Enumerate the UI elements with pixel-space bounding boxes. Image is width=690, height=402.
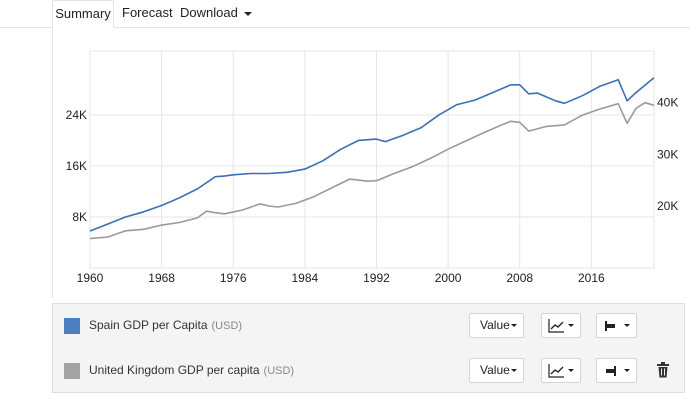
tab-summary[interactable]: Summary xyxy=(52,0,114,28)
axis-left-icon xyxy=(605,321,615,331)
series-unit: (USD) xyxy=(211,320,243,332)
trash-icon[interactable] xyxy=(656,362,670,378)
value-dropdown[interactable]: Value xyxy=(469,358,524,383)
series-line-spain xyxy=(89,77,655,232)
gdp-line-chart: 1960 1968 1976 1984 1992 2000 2008 2016 8K 16K 24K… xyxy=(66,50,678,285)
chevron-down-icon xyxy=(511,369,517,372)
chevron-down-icon xyxy=(511,324,517,327)
chevron-down-icon xyxy=(624,324,630,327)
chart-type-dropdown[interactable] xyxy=(541,313,581,338)
chart-type-dropdown[interactable] xyxy=(541,358,581,383)
x-tick-label: 1984 xyxy=(292,271,319,285)
x-tick-label: 1992 xyxy=(363,271,390,285)
chevron-down-icon xyxy=(568,369,574,372)
tab-forecast[interactable]: Forecast xyxy=(122,5,173,20)
axis-right-dropdown[interactable] xyxy=(596,358,637,383)
chevron-down-icon xyxy=(568,324,574,327)
legend-row-uk: United Kingdom GDP per capita (USD) Value xyxy=(53,349,684,393)
value-dropdown[interactable]: Value xyxy=(469,313,524,338)
y-right-tick-label: 20K xyxy=(657,199,678,213)
series-unit: (USD) xyxy=(263,365,295,377)
series-name: Spain GDP per Capita (USD) xyxy=(89,318,243,332)
x-tick-label: 1976 xyxy=(220,271,247,285)
y-left-tick-label: 24K xyxy=(66,108,87,122)
axis-right-icon xyxy=(606,366,616,376)
series-name: United Kingdom GDP per capita (USD) xyxy=(89,363,295,377)
tab-bar: Summary Forecast Download xyxy=(0,0,690,28)
chevron-down-icon xyxy=(624,369,630,372)
y-left-tick-label: 8K xyxy=(72,210,87,224)
series-legend: Spain GDP per Capita (USD) Value United K… xyxy=(52,303,685,393)
x-tick-label: 1968 xyxy=(148,271,175,285)
x-tick-label: 1960 xyxy=(77,271,104,285)
x-tick-label: 2016 xyxy=(578,271,605,285)
series-line-uk xyxy=(89,101,655,240)
series-color-swatch[interactable] xyxy=(64,363,80,379)
chevron-down-icon xyxy=(243,11,252,16)
series-color-swatch[interactable] xyxy=(64,318,80,334)
plot-frame xyxy=(89,50,655,269)
line-chart-icon xyxy=(548,319,564,333)
legend-row-spain: Spain GDP per Capita (USD) Value xyxy=(53,304,684,348)
x-tick-label: 2000 xyxy=(435,271,462,285)
x-tick-label: 2008 xyxy=(506,271,533,285)
tab-download[interactable]: Download xyxy=(180,0,252,28)
y-left-tick-label: 16K xyxy=(66,159,87,173)
y-right-tick-label: 40K xyxy=(657,96,678,110)
axis-left-dropdown[interactable] xyxy=(596,313,637,338)
y-right-tick-label: 30K xyxy=(657,147,678,161)
line-chart-icon xyxy=(548,364,564,378)
chart-panel: 1960 1968 1976 1984 1992 2000 2008 2016 8K 16K 24K… xyxy=(52,28,690,298)
